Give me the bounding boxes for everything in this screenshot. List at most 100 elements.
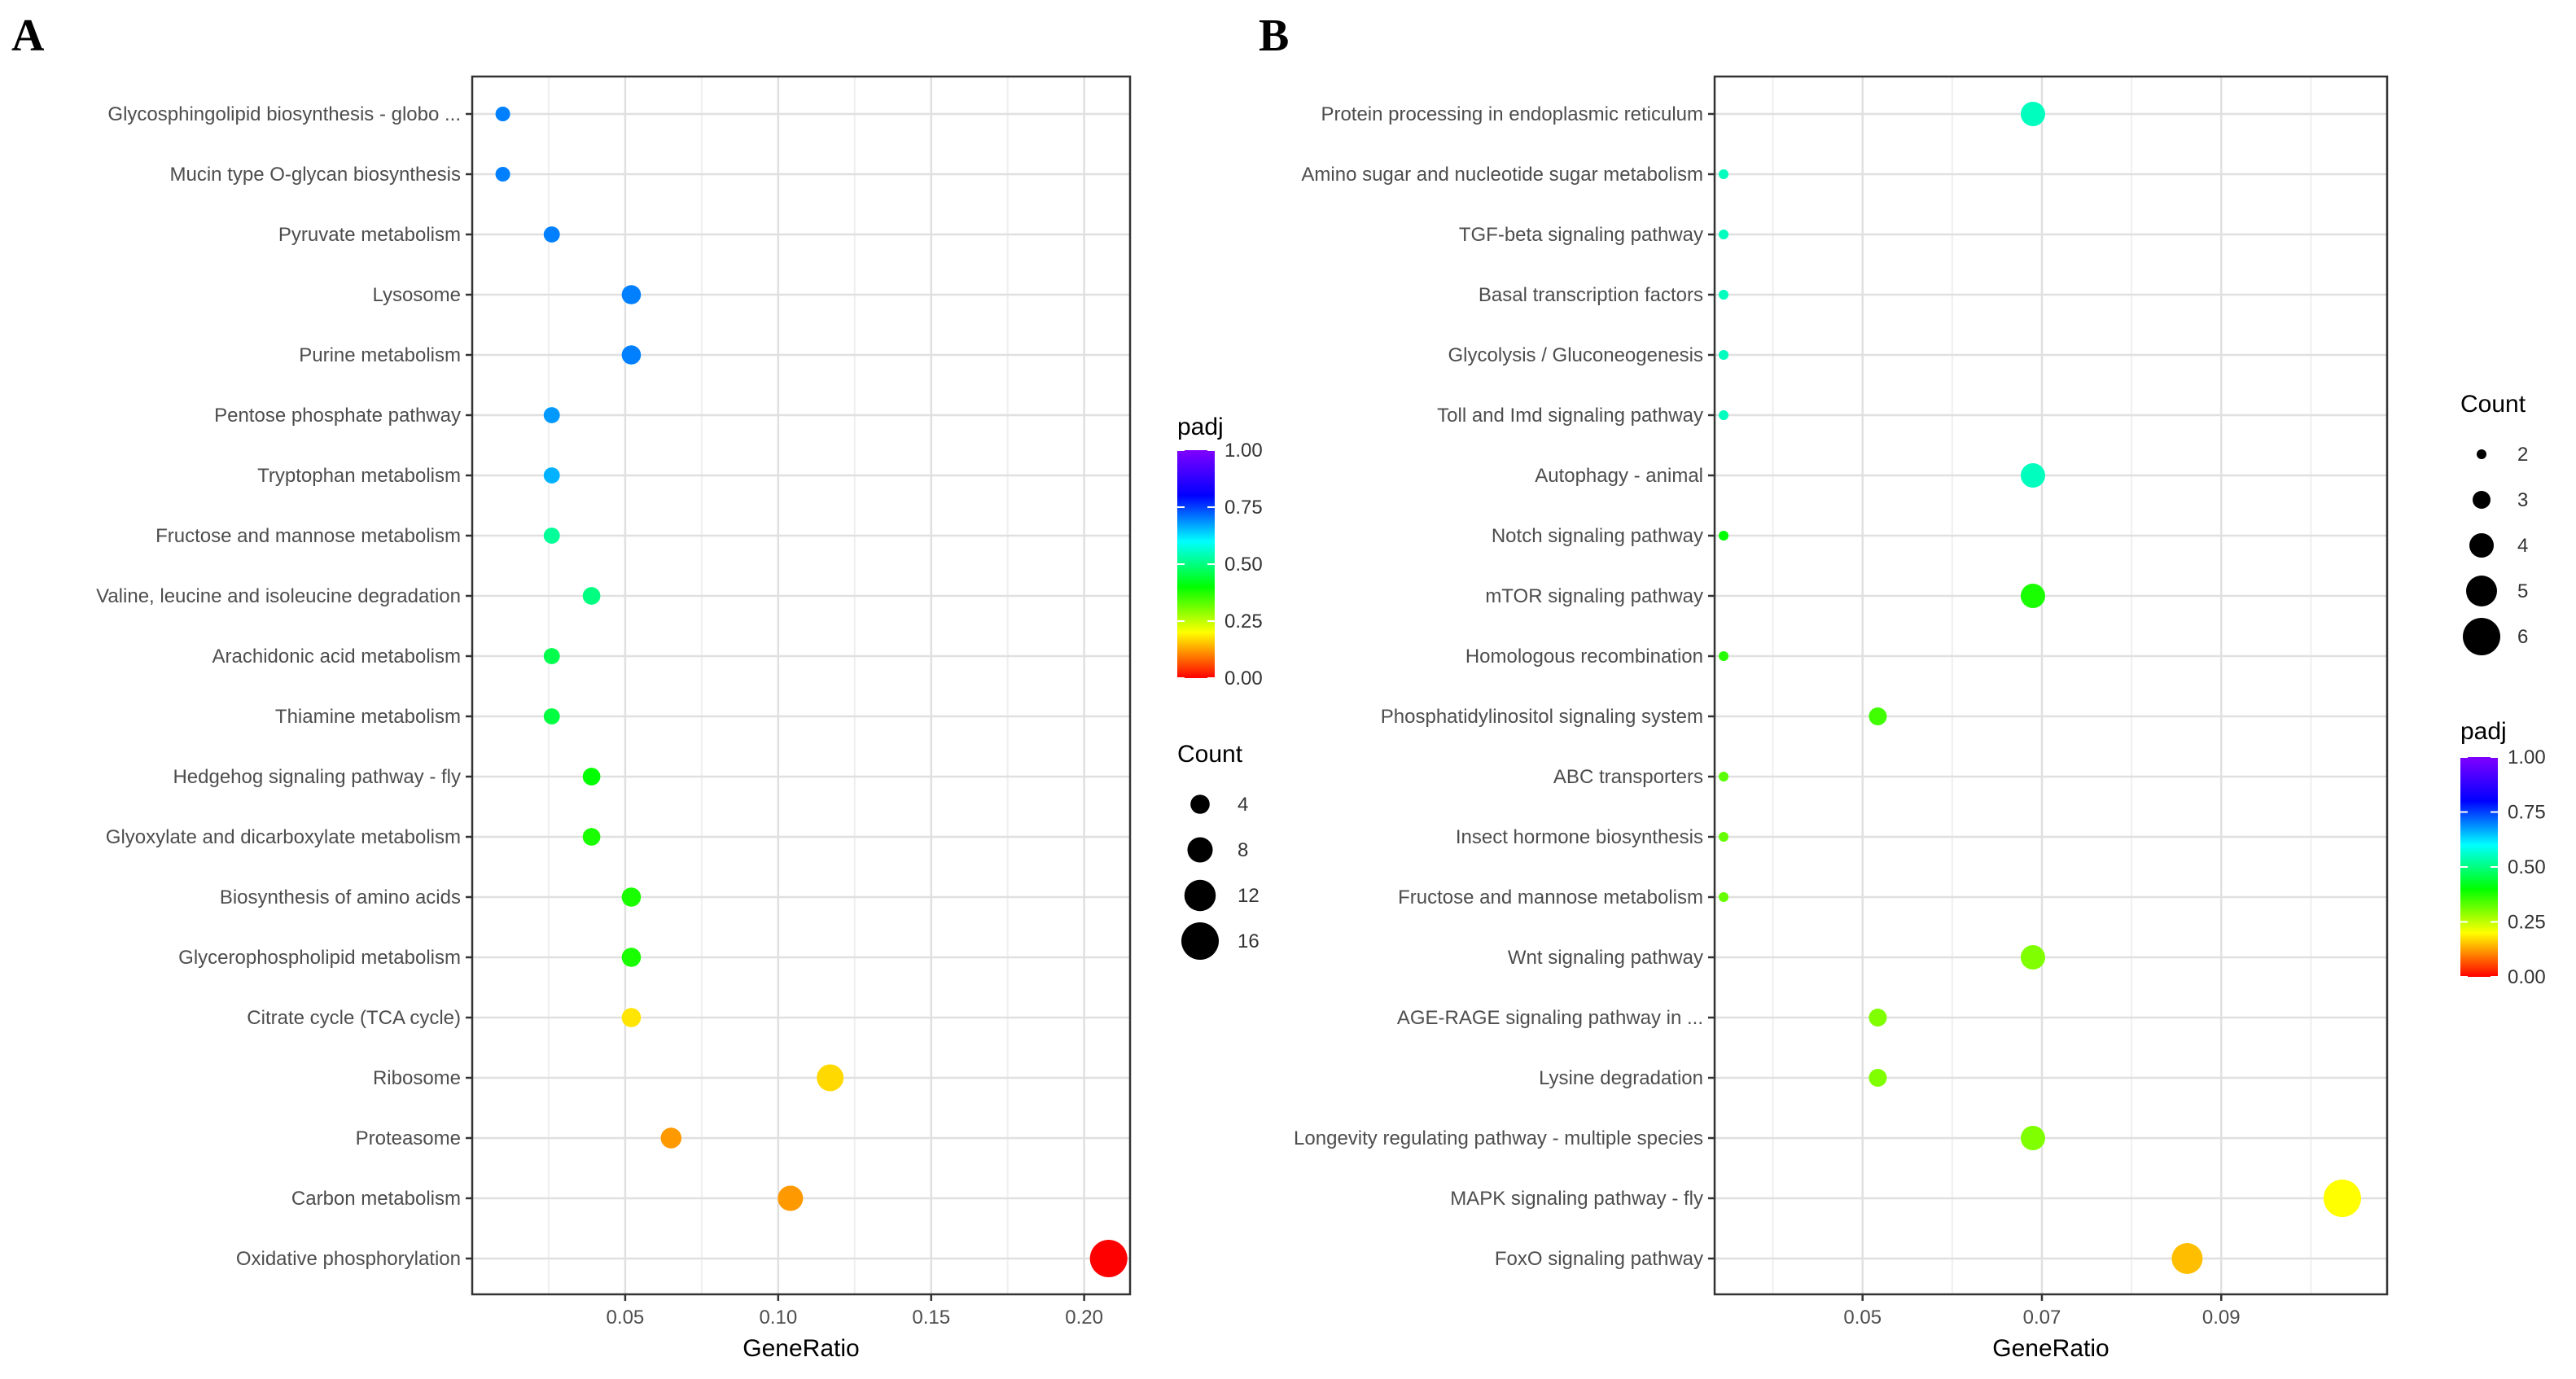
y-tick-label: Citrate cycle (TCA cycle): [247, 1007, 461, 1029]
color-legend-label: 0.50: [1224, 554, 1263, 576]
size-legend-point: [1184, 879, 1216, 912]
data-point: [543, 407, 560, 423]
y-tick-label: Glycosphingolipid biosynthesis - globo .…: [107, 103, 461, 125]
size-legend-title: Count: [2460, 391, 2526, 418]
y-tick-label: Protein processing in endoplasmic reticu…: [1321, 103, 1703, 125]
data-point: [1719, 230, 1729, 239]
color-legend-label: 0.50: [2508, 856, 2546, 878]
data-point: [1719, 772, 1729, 781]
y-tick-label: Homologous recombination: [1465, 646, 1703, 668]
y-tick-label: Wnt signaling pathway: [1508, 947, 1703, 969]
data-point: [660, 1127, 682, 1149]
data-point: [495, 167, 510, 182]
data-point: [2020, 945, 2045, 970]
y-tick-label: Glycerophospholipid metabolism: [178, 947, 461, 969]
size-legend-label: 3: [2517, 489, 2528, 511]
y-tick-label: Insect hormone biosynthesis: [1456, 826, 1703, 848]
data-point: [582, 828, 601, 846]
data-point: [2020, 463, 2045, 488]
data-point: [1868, 1009, 1887, 1027]
size-legend-label: 2: [2517, 444, 2528, 466]
data-point: [1089, 1240, 1128, 1277]
y-tick-label: Autophagy - animal: [1535, 465, 1703, 487]
data-point: [1719, 531, 1729, 541]
x-axis-title: GeneRatio: [1992, 1335, 2109, 1362]
size-legend-point: [2477, 449, 2486, 459]
y-tick-label: Fructose and mannose metabolism: [156, 525, 461, 547]
y-tick-label: mTOR signaling pathway: [1485, 585, 1703, 607]
size-legend-point: [2466, 576, 2497, 606]
size-legend-label: 5: [2517, 580, 2528, 602]
data-point: [621, 1008, 642, 1027]
y-tick-label: TGF-beta signaling pathway: [1459, 224, 1703, 246]
plot-background: [472, 77, 1130, 1294]
data-point: [1719, 290, 1729, 300]
y-tick-label: Toll and Imd signaling pathway: [1437, 405, 1703, 427]
y-tick-label: Pentose phosphate pathway: [214, 405, 461, 427]
x-tick-label: 0.10: [759, 1307, 797, 1329]
color-legend-label: 1.00: [2508, 746, 2546, 768]
y-tick-label: AGE-RAGE signaling pathway in ...: [1397, 1007, 1703, 1029]
y-tick-label: MAPK signaling pathway - fly: [1450, 1188, 1703, 1210]
size-legend-label: 4: [1238, 794, 1248, 816]
color-legend-label: 1.00: [1224, 440, 1263, 462]
data-point: [1719, 651, 1729, 661]
color-legend-title: padj: [2460, 718, 2507, 745]
size-legend-label: 8: [1238, 839, 1248, 861]
data-point: [621, 345, 642, 365]
y-tick-label: Thiamine metabolism: [275, 706, 461, 728]
size-legend-title: Count: [1177, 741, 1243, 768]
data-point: [1719, 169, 1729, 179]
plot-background: [1715, 77, 2387, 1294]
data-point: [778, 1185, 804, 1211]
y-tick-label: Glyoxylate and dicarboxylate metabolism: [106, 826, 461, 848]
data-point: [543, 648, 560, 664]
panel-b: B Protein processing in endoplasmic retic…: [1259, 11, 2546, 1362]
size-legend-point: [2469, 533, 2494, 558]
panel-letter: B: [1259, 11, 1289, 61]
data-point: [1868, 707, 1887, 725]
color-legend-label: 0.75: [2508, 802, 2546, 824]
y-tick-label: Fructose and mannose metabolism: [1398, 886, 1703, 908]
color-legend-label: 0.00: [2508, 966, 2546, 988]
size-legend-point: [2463, 618, 2500, 655]
data-point: [2171, 1243, 2203, 1274]
data-point: [543, 528, 560, 544]
y-tick-label: Arachidonic acid metabolism: [212, 646, 461, 668]
y-tick-label: Purine metabolism: [299, 344, 461, 366]
size-legend-point: [1181, 922, 1219, 960]
panel-a: A Glycosphingolipid biosynthesis - globo …: [11, 11, 1263, 1362]
y-tick-label: Biosynthesis of amino acids: [220, 886, 461, 908]
y-tick-label: Longevity regulating pathway - multiple …: [1294, 1127, 1703, 1149]
data-point: [621, 887, 642, 907]
y-tick-label: Glycolysis / Gluconeogenesis: [1448, 344, 1703, 366]
size-legend-point: [1187, 837, 1213, 863]
y-tick-label: Proteasome: [356, 1127, 461, 1149]
data-point: [621, 285, 642, 304]
size-legend-label: 6: [2517, 626, 2528, 648]
x-tick-label: 0.07: [2023, 1307, 2061, 1329]
x-tick-label: 0.15: [912, 1307, 950, 1329]
x-tick-label: 0.09: [2202, 1307, 2241, 1329]
x-tick-label: 0.05: [607, 1307, 645, 1329]
data-point: [582, 768, 601, 786]
y-tick-label: Ribosome: [373, 1067, 461, 1089]
data-point: [2020, 102, 2045, 126]
data-point: [1719, 892, 1729, 902]
data-point: [2323, 1180, 2361, 1217]
size-legend-label: 4: [2517, 535, 2528, 557]
y-tick-label: Phosphatidylinositol signaling system: [1381, 706, 1703, 728]
plot-frame: [471, 75, 1132, 1296]
x-tick-label: 0.20: [1065, 1307, 1103, 1329]
x-tick-label: 0.05: [1843, 1307, 1882, 1329]
data-point: [1719, 832, 1729, 842]
data-point: [495, 107, 510, 121]
data-point: [543, 226, 560, 243]
color-legend-label: 0.25: [2508, 912, 2546, 934]
size-legend-label: 12: [1238, 885, 1260, 907]
y-tick-label: Basal transcription factors: [1479, 284, 1703, 306]
size-legend-point: [1190, 795, 1210, 814]
color-legend-label: 0.75: [1224, 497, 1263, 519]
plot-frame: [1713, 75, 2389, 1296]
